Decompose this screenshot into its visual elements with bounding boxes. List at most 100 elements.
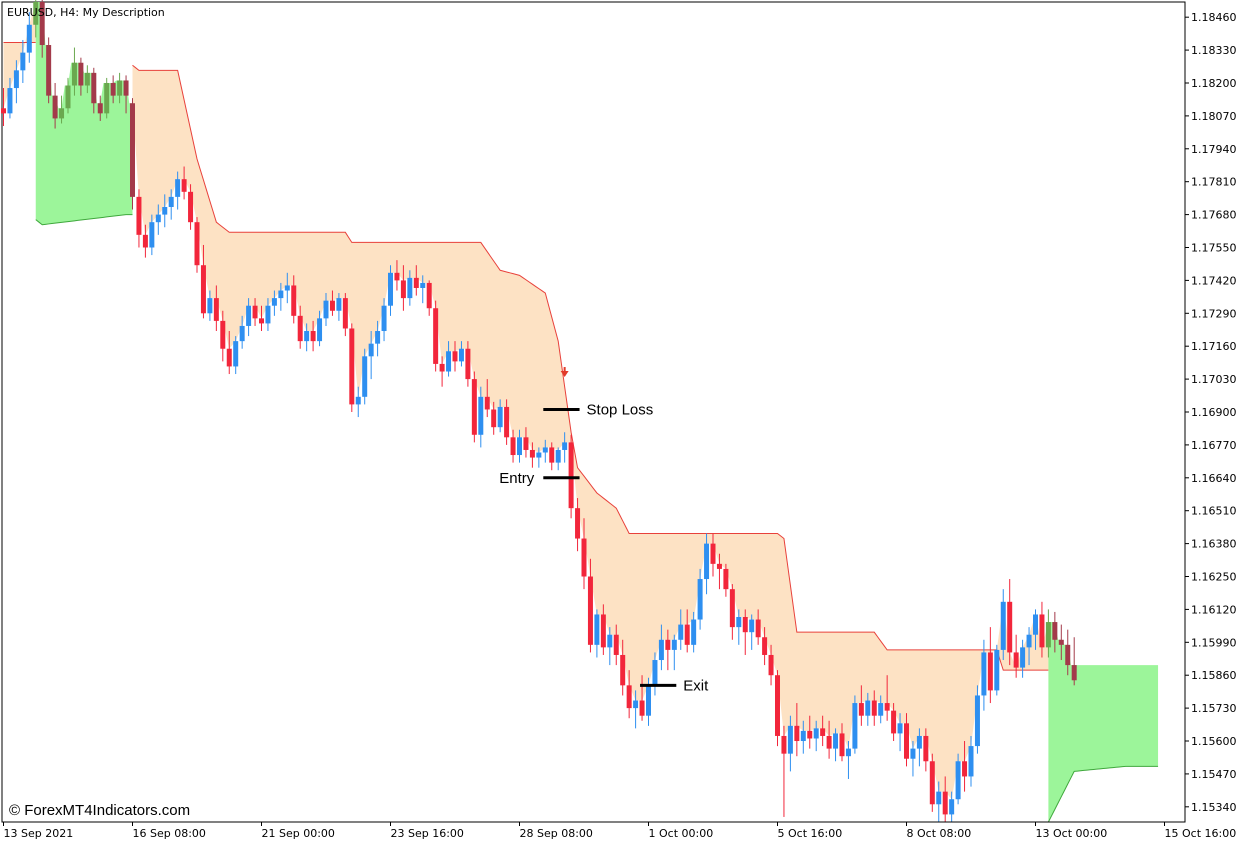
candle <box>259 305 264 332</box>
candle-body <box>110 82 116 96</box>
candle-body <box>400 280 406 299</box>
candle-body <box>458 348 464 362</box>
candle <box>484 379 490 418</box>
candle-body <box>381 305 387 332</box>
candle-body <box>684 624 690 645</box>
candle <box>413 265 419 296</box>
time-tick-label: 16 Sep 08:00 <box>133 827 206 840</box>
candle-body <box>865 700 871 716</box>
candle <box>142 224 148 258</box>
candle-body <box>246 305 252 326</box>
candle-body <box>968 746 974 777</box>
candle <box>246 298 252 337</box>
candle-body <box>420 282 426 288</box>
candle-body <box>781 735 787 754</box>
candle <box>1020 639 1026 678</box>
candle-body <box>904 723 909 759</box>
candle-body <box>549 447 555 463</box>
candle-body <box>652 660 658 686</box>
candle-body <box>388 272 393 306</box>
price-tick-label: 1.17030 <box>1191 373 1237 386</box>
candle-body <box>46 45 52 96</box>
candle <box>1045 609 1051 658</box>
candle-body <box>39 2 45 46</box>
candle-body <box>446 351 452 372</box>
time-tick-label: 23 Sep 16:00 <box>391 827 464 840</box>
candle-body <box>749 619 755 633</box>
chart-title: EURUSD, H4: My Description <box>7 6 165 19</box>
candle-body <box>71 62 77 86</box>
time-tick-label: 13 Sep 2021 <box>4 827 74 840</box>
candle <box>71 47 77 96</box>
candle <box>504 399 510 445</box>
candle <box>562 432 568 463</box>
price-tick-label: 1.17420 <box>1191 274 1237 287</box>
candle-body <box>581 538 587 577</box>
price-tick-label: 1.16380 <box>1191 538 1237 551</box>
candle-body <box>491 409 497 428</box>
candle-body <box>949 799 955 815</box>
candle <box>381 298 387 342</box>
candle <box>388 265 393 316</box>
candle-body <box>691 619 697 645</box>
candle-body <box>910 748 916 759</box>
candle-body <box>239 325 245 342</box>
candle-body <box>729 589 735 628</box>
candle <box>916 728 922 767</box>
candle-body <box>407 277 413 299</box>
candle <box>762 627 768 666</box>
candle-body <box>736 617 742 628</box>
candle <box>78 57 84 96</box>
candle-body <box>555 449 561 463</box>
candle <box>458 341 464 367</box>
candle <box>587 558 593 653</box>
candle-body <box>871 700 877 716</box>
candle-body <box>78 62 84 86</box>
candle-body <box>97 103 103 114</box>
candle-body <box>149 222 155 248</box>
exit-label: Exit <box>683 677 709 694</box>
candle-body <box>587 576 593 645</box>
candle-body <box>7 88 13 114</box>
candle <box>865 692 871 726</box>
candle <box>697 568 703 630</box>
candle-body <box>839 733 845 757</box>
candle <box>26 12 32 63</box>
candle-body <box>375 331 381 344</box>
candle-body <box>162 207 168 215</box>
candle <box>523 427 529 458</box>
candle <box>213 285 219 332</box>
candle-body <box>1065 644 1071 666</box>
candle-body <box>807 730 813 739</box>
candle-body <box>1033 614 1038 635</box>
candle-body <box>426 282 432 309</box>
candle-body <box>155 214 161 223</box>
candle <box>323 293 329 326</box>
candle <box>46 37 52 104</box>
candle-body <box>633 700 639 709</box>
candle-body <box>671 639 677 650</box>
candle <box>678 609 684 650</box>
candle-body <box>323 300 329 319</box>
candle <box>658 624 664 671</box>
candle-body <box>26 24 32 53</box>
candle <box>7 77 13 119</box>
candle <box>1039 601 1045 658</box>
candle-body <box>1045 622 1051 648</box>
candle-body <box>723 568 729 590</box>
candle-body <box>1007 601 1013 653</box>
candle <box>91 67 97 114</box>
candle <box>310 320 316 352</box>
time-tick-label: 1 Oct 00:00 <box>649 827 714 840</box>
candle <box>400 265 406 311</box>
candle <box>639 675 645 721</box>
candle <box>600 604 606 655</box>
candle <box>265 298 271 332</box>
candle-body <box>142 234 148 248</box>
candle-body <box>200 265 206 314</box>
candle <box>491 401 497 435</box>
candle <box>704 533 710 595</box>
candle <box>65 77 71 114</box>
candle-body <box>355 396 361 405</box>
candle-body <box>336 298 342 311</box>
